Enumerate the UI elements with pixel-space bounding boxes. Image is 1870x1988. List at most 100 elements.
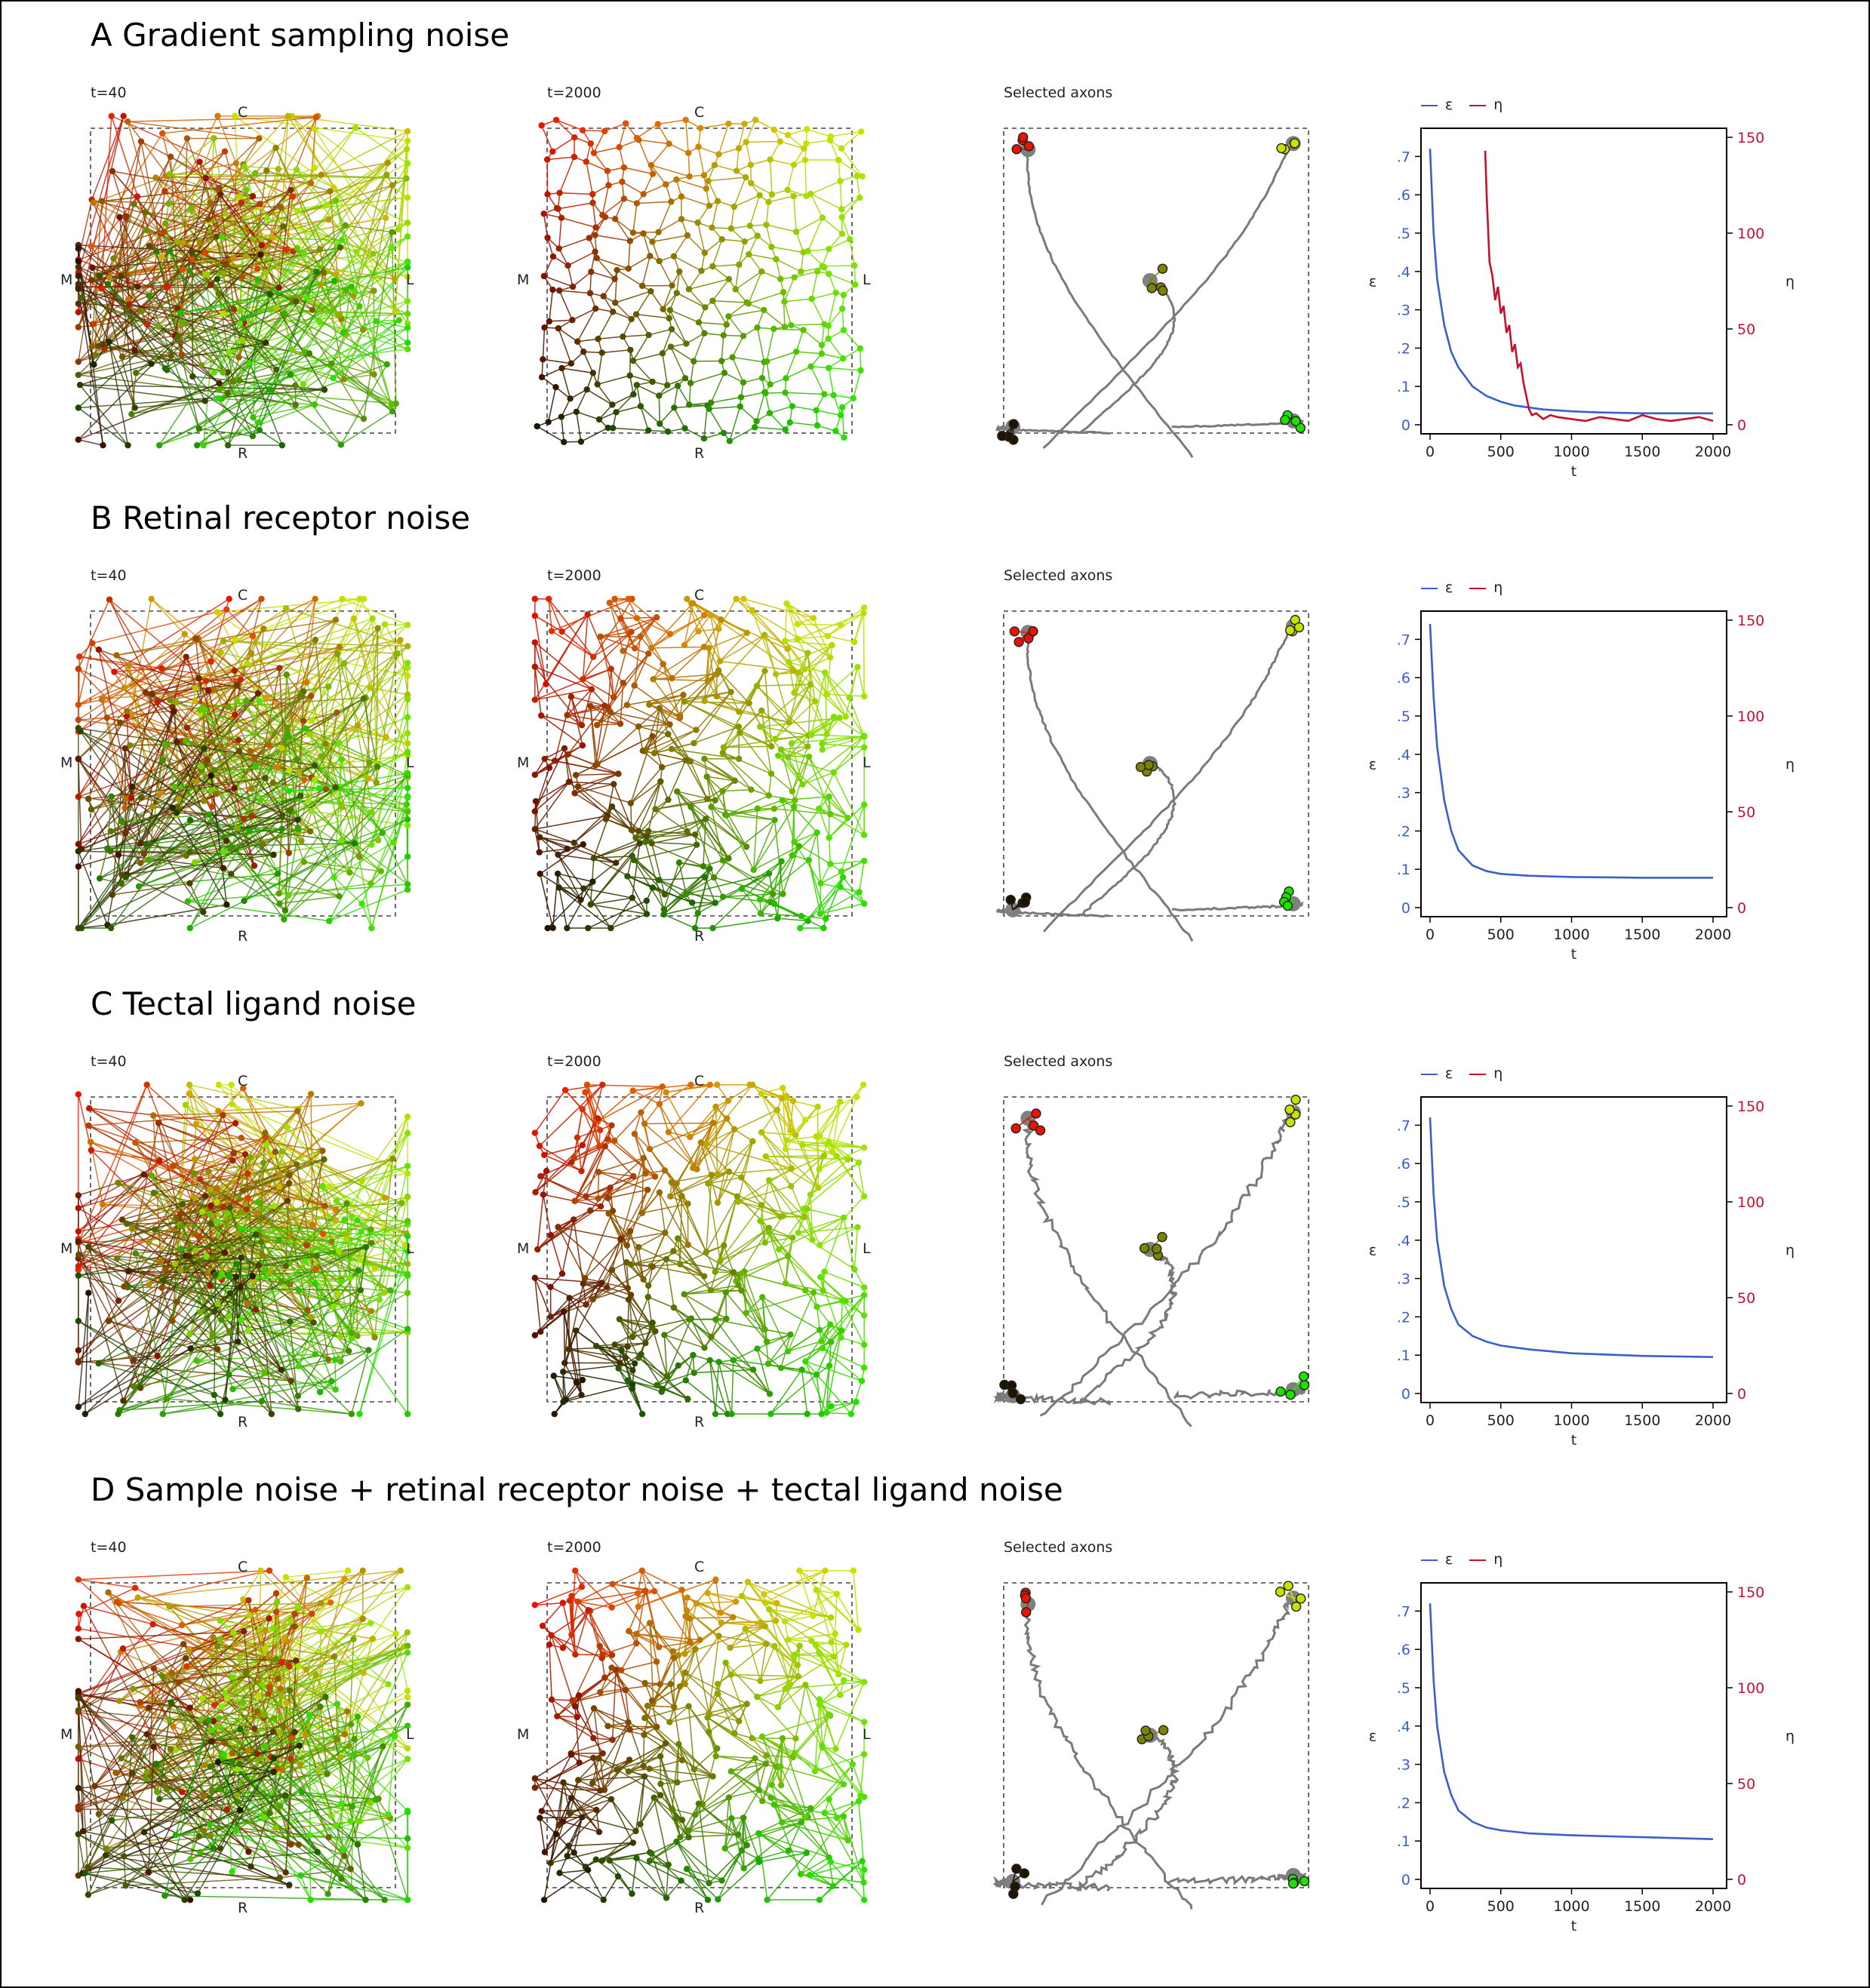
error-line-chart: 0 500 1000 1500 2000 0 .1 .2 .3 .4 .5 .6 .7 0 50 100 150… bbox=[1369, 1582, 1795, 1934]
y-left-tick-label: .2 bbox=[1397, 340, 1410, 357]
axon-terminals bbox=[531, 1081, 868, 1418]
caudal-label: C bbox=[238, 1073, 248, 1089]
y-left-tick-label: .2 bbox=[1397, 1795, 1410, 1811]
legend-label: ε bbox=[1445, 1551, 1453, 1568]
x-tick-label: 500 bbox=[1487, 444, 1515, 460]
y-left-tick-label: .7 bbox=[1397, 1603, 1410, 1620]
medial-label: M bbox=[60, 754, 73, 771]
legend-swatch bbox=[1469, 587, 1487, 589]
legend-label: η bbox=[1493, 579, 1503, 596]
x-tick-label: 1000 bbox=[1553, 926, 1589, 943]
start-map-plot bbox=[75, 112, 411, 449]
mapping-lattice bbox=[78, 1084, 408, 1415]
rostral-label: R bbox=[238, 1900, 248, 1916]
axon-terminals bbox=[531, 595, 868, 932]
y-right-tick-label: 50 bbox=[1737, 321, 1755, 338]
tectum-boundary bbox=[1003, 128, 1309, 434]
caudal-label: C bbox=[238, 587, 248, 604]
x-tick-label: 1500 bbox=[1624, 926, 1660, 943]
caudal-label: C bbox=[694, 587, 705, 604]
time-label: t=2000 bbox=[547, 1539, 601, 1556]
y-left-tick-label: .3 bbox=[1397, 785, 1410, 802]
y-right-tick-label: 150 bbox=[1737, 1584, 1764, 1601]
legend-label: ε bbox=[1445, 1065, 1453, 1082]
plot-area bbox=[1420, 1096, 1727, 1403]
axon-trajectories-plot bbox=[992, 1581, 1310, 1910]
x-tick-label: 0 bbox=[1426, 1412, 1435, 1429]
axon-terminal-clusters bbox=[997, 132, 1306, 445]
medial-label: M bbox=[60, 272, 73, 288]
lateral-label: L bbox=[863, 754, 871, 771]
error-line-chart: 0 500 1000 1500 2000 0 .1 .2 .3 .4 .5 .6 .7 0 50 100 150… bbox=[1369, 128, 1795, 480]
time-label: t=40 bbox=[91, 567, 127, 584]
end-map-plot bbox=[531, 1081, 868, 1418]
y-left-tick-label: .4 bbox=[1397, 1719, 1410, 1735]
legend-label: ε bbox=[1445, 97, 1453, 113]
y-left-tick-label: .5 bbox=[1397, 708, 1410, 725]
tectum-boundary bbox=[1003, 610, 1309, 917]
y-left-tick-label: .1 bbox=[1397, 379, 1410, 395]
legend-swatch bbox=[1469, 1073, 1487, 1075]
x-axis-label: t bbox=[1571, 1432, 1576, 1449]
series-line-eta bbox=[1484, 150, 1714, 422]
axon-paths bbox=[995, 136, 1305, 458]
time-label: t=2000 bbox=[547, 1053, 601, 1070]
caudal-label: C bbox=[238, 1559, 248, 1575]
y-right-tick-label: 100 bbox=[1737, 1194, 1764, 1211]
series-line-epsilon bbox=[1429, 624, 1713, 879]
y-left-tick-label: .1 bbox=[1397, 862, 1410, 878]
caudal-label: C bbox=[238, 104, 248, 121]
axon-terminals bbox=[75, 112, 411, 449]
plot-area bbox=[1420, 610, 1727, 917]
end-map-plot bbox=[534, 116, 866, 446]
end-map-panel: t=2000 C R M L bbox=[517, 567, 894, 966]
mapping-lattice bbox=[534, 1084, 865, 1415]
series-line-epsilon bbox=[1429, 1117, 1714, 1358]
selected-axons-title: Selected axons bbox=[1004, 1539, 1113, 1556]
x-tick-label: 0 bbox=[1426, 444, 1435, 460]
x-tick-label: 1500 bbox=[1624, 1898, 1660, 1915]
rostral-label: R bbox=[238, 1414, 248, 1430]
y-left-tick-label: .4 bbox=[1397, 747, 1410, 764]
y-left-axis-label: ε bbox=[1369, 1243, 1376, 1259]
y-left-tick-label: 0 bbox=[1401, 900, 1410, 917]
lateral-label: L bbox=[863, 1240, 871, 1257]
error-chart-panel: ε η 0 500 1000 1500 2000 0.1.2.3.4.5.6.7 0 50 100 1… bbox=[1369, 97, 1795, 498]
selected-axons-title: Selected axons bbox=[1004, 1053, 1113, 1070]
error-line-chart: 0 500 1000 1500 2000 0 .1 .2 .3 .4 .5 .6 .7 0 50 100 150… bbox=[1369, 1096, 1795, 1449]
medial-label: M bbox=[517, 754, 530, 771]
y-left-tick-label: 0 bbox=[1401, 1386, 1410, 1403]
y-right-tick-label: 0 bbox=[1737, 900, 1746, 917]
rostral-label: R bbox=[694, 445, 705, 462]
lateral-label: L bbox=[406, 272, 414, 288]
series-line-epsilon bbox=[1429, 1603, 1714, 1840]
tectum-boundary bbox=[1003, 1096, 1309, 1403]
y-left-tick-label: .7 bbox=[1397, 1117, 1410, 1134]
y-left-tick-label: .2 bbox=[1397, 823, 1410, 840]
medial-label: M bbox=[60, 1240, 73, 1257]
selected-axons-panel: Selected axons bbox=[993, 1053, 1351, 1452]
selected-axons-panel: Selected axons bbox=[995, 84, 1351, 483]
axon-terminals bbox=[75, 595, 411, 932]
time-label: t=2000 bbox=[547, 567, 601, 584]
y-left-tick-label: .5 bbox=[1397, 1194, 1410, 1211]
medial-label: M bbox=[60, 1726, 73, 1743]
end-map-panel: t=2000 C R M L bbox=[517, 1053, 894, 1452]
y-right-tick-label: 0 bbox=[1737, 417, 1746, 434]
y-left-tick-label: .5 bbox=[1397, 226, 1410, 242]
selected-axons-title: Selected axons bbox=[1004, 84, 1113, 101]
legend-swatch bbox=[1469, 104, 1487, 106]
end-map-plot bbox=[531, 595, 868, 932]
y-left-tick-label: .3 bbox=[1397, 303, 1410, 319]
x-tick-label: 500 bbox=[1487, 926, 1515, 943]
axon-terminals bbox=[531, 1567, 868, 1904]
lateral-label: L bbox=[863, 272, 871, 288]
caudal-label: C bbox=[694, 104, 705, 121]
legend-swatch bbox=[1469, 1559, 1487, 1561]
y-right-axis-label: η bbox=[1785, 274, 1795, 290]
x-tick-label: 1000 bbox=[1553, 444, 1589, 460]
medial-label: M bbox=[517, 1240, 530, 1257]
y-left-tick-label: .2 bbox=[1397, 1309, 1410, 1326]
